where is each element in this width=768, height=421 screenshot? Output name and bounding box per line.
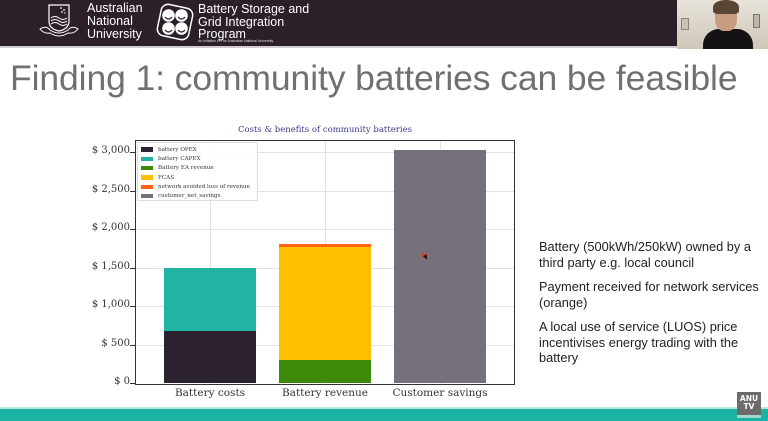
- y-tick-label: $ 0: [114, 376, 130, 387]
- anutv-strip: [737, 415, 761, 418]
- bsgip-logo-icon: [156, 3, 194, 41]
- bar-segment: [394, 149, 486, 383]
- anutv-logo: ANU TV: [737, 392, 761, 418]
- x-tick-label: Battery costs: [174, 387, 246, 399]
- footer-highlight: [0, 407, 768, 409]
- anu-crest-icon: [39, 4, 79, 37]
- legend-label: Battery EA revenue: [158, 165, 214, 172]
- legend-item: network avoided loss of revenue: [141, 182, 254, 191]
- anutv-line2: TV: [743, 402, 755, 411]
- header-divider: [0, 46, 768, 48]
- bsgip-wordmark: Battery Storage and Grid Integration Pro…: [198, 3, 309, 41]
- anutv-line1: ANU: [739, 394, 759, 403]
- mouse-pointer-highlight: [422, 253, 427, 258]
- legend-label: battery CAPEX: [158, 155, 201, 162]
- bar-segment: [279, 244, 371, 248]
- legend-item: battery CAPEX: [141, 154, 254, 163]
- bsgip-line3: Program: [198, 27, 246, 41]
- chart-title: Costs & benefits of community batteries: [238, 125, 412, 135]
- y-tick-label: $ 1,000: [91, 299, 130, 310]
- x-tick-label: Customer savings: [392, 387, 488, 399]
- presenter-body: [703, 29, 753, 49]
- y-tick-mark: [130, 344, 135, 346]
- legend-swatch-icon: [141, 156, 153, 162]
- presenter-hair: [713, 0, 739, 14]
- legend-label: FCAS: [158, 174, 175, 181]
- legend-swatch-icon: [141, 184, 153, 190]
- legend-swatch-icon: [141, 193, 153, 199]
- bsgip-line2: Grid Integration: [198, 14, 285, 29]
- bullet-ownership: Battery (500kWh/250kW) owned by a third …: [539, 239, 751, 270]
- bar-segment: [164, 267, 256, 331]
- legend-item: battery OPEX: [141, 145, 254, 154]
- y-tick-mark: [130, 306, 135, 307]
- y-tick-mark: [130, 190, 135, 192]
- legend-label: customer_net_savings: [158, 193, 221, 200]
- y-tick-label: $ 2,000: [91, 222, 130, 233]
- anu-line2: National: [87, 14, 133, 28]
- wall-frame: [753, 14, 760, 28]
- bsgip-subtitle: An initiative of The Australian National…: [198, 39, 274, 43]
- y-tick-label: $ 1,500: [91, 260, 130, 272]
- header-bar: Australian National University Battery S…: [0, 0, 768, 46]
- bar-segment: [279, 247, 371, 360]
- legend-item: Battery EA revenue: [141, 164, 254, 173]
- legend-label: battery OPEX: [158, 146, 197, 153]
- x-tick-label: Battery revenue: [281, 387, 369, 399]
- legend-item: customer_net_savings: [141, 191, 254, 200]
- y-tick-mark: [130, 267, 135, 269]
- bsgip-line1: Battery Storage and: [198, 2, 310, 16]
- y-tick-mark: [130, 229, 135, 230]
- presenter-webcam: [677, 0, 768, 49]
- bullet-network-payment: Payment received for network services (o…: [539, 279, 759, 310]
- y-tick-label: $ 2,500: [91, 183, 130, 195]
- anu-line1: Australian: [87, 1, 143, 15]
- slide-title: Finding 1: community batteries can be fe…: [10, 58, 738, 98]
- legend-item: FCAS: [141, 173, 254, 182]
- bar-segment: [279, 359, 371, 383]
- footer-bar: [0, 409, 768, 421]
- y-tick-mark: [130, 152, 135, 153]
- y-tick-label: $ 500: [101, 337, 130, 349]
- gridline: [210, 141, 211, 384]
- legend-swatch-icon: [141, 175, 153, 180]
- y-tick-label: $ 3,000: [91, 145, 130, 156]
- findings-bullets: Battery (500kWh/250kW) owned by a third …: [539, 239, 764, 375]
- legend-swatch-icon: [141, 147, 153, 152]
- legend-swatch-icon: [141, 165, 153, 171]
- bar-segment: [164, 330, 256, 383]
- chart-legend: battery OPEX battery CAPEX Battery EA reve…: [137, 142, 258, 201]
- bullet-luos: A local use of service (LUOS) price ince…: [539, 319, 739, 365]
- legend-label: network avoided loss of revenue: [158, 183, 250, 190]
- wall-frame: [681, 18, 689, 30]
- anu-wordmark: Australian National University: [87, 2, 143, 41]
- anu-line3: University: [87, 27, 142, 41]
- y-tick-mark: [130, 383, 135, 384]
